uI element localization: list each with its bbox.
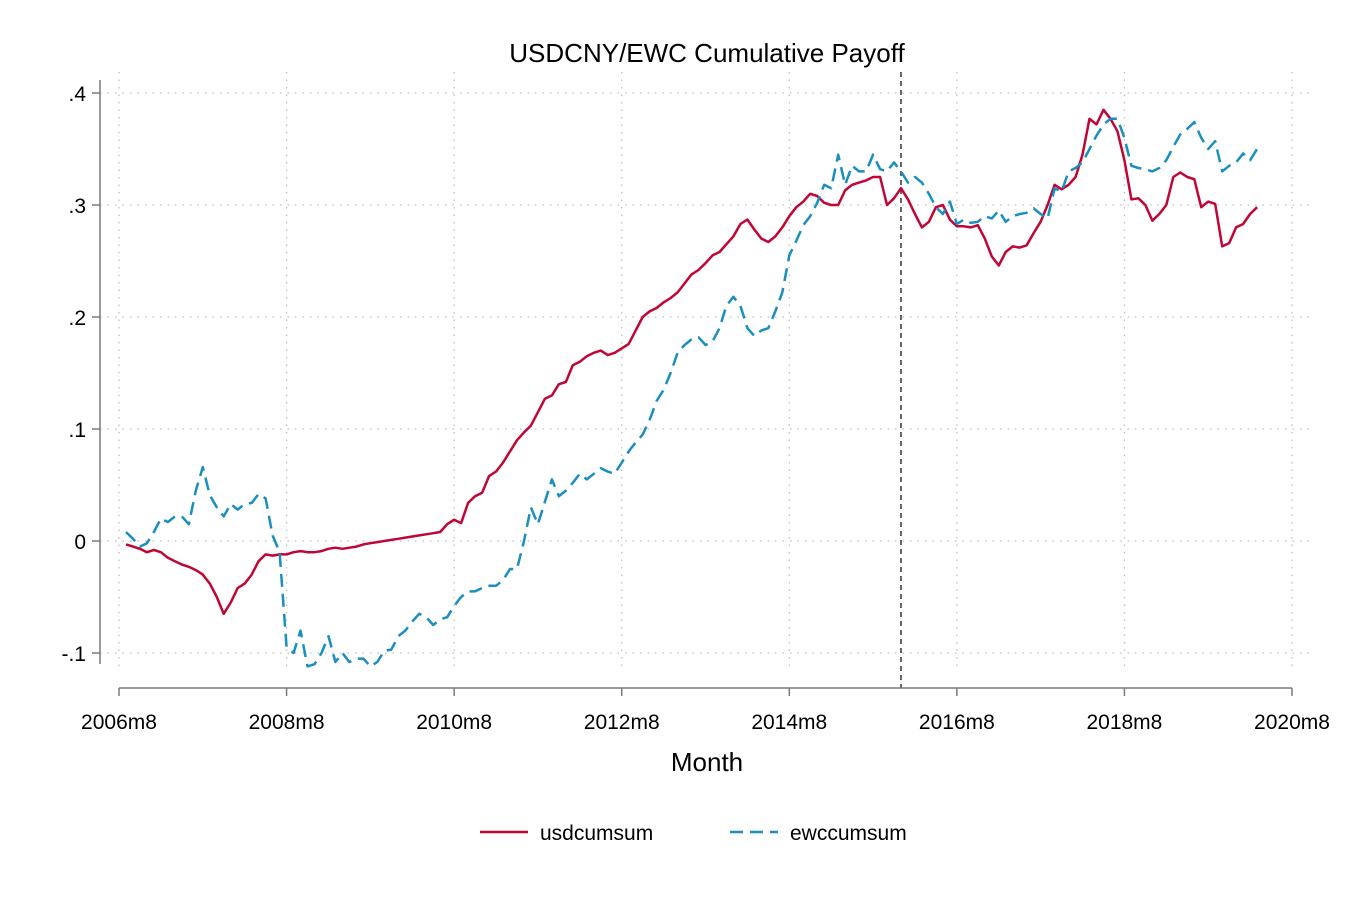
- axes: .4 .3 .2 .1 0 -.1 2006m8 2008m8 2010m8 2012m8 2014…: [61, 80, 1330, 734]
- y-tick-label: 0: [74, 531, 86, 554]
- x-tick-label: 2008m8: [249, 711, 325, 734]
- legend-label-ewccumsum: ewccumsum: [790, 822, 907, 845]
- x-axis-label: Month: [671, 747, 743, 777]
- y-tick-label: .2: [68, 307, 86, 330]
- y-tick-label: .4: [68, 83, 86, 106]
- x-tick-label: 2012m8: [584, 711, 660, 734]
- x-tick-label: 2010m8: [416, 711, 492, 734]
- y-tick-label: .3: [68, 195, 86, 218]
- series-line-usdcumsum: [125, 108, 1258, 616]
- legend: usdcumsum ewccumsum: [480, 822, 907, 845]
- series-line-ewccumsum: [125, 117, 1259, 668]
- x-tick-label: 2014m8: [751, 711, 827, 734]
- x-tick-label: 2006m8: [81, 711, 157, 734]
- y-tick-label: .1: [68, 419, 86, 442]
- y-tick-label: -.1: [61, 643, 86, 666]
- legend-label-usdcumsum: usdcumsum: [540, 822, 653, 845]
- x-tick-label: 2020m8: [1254, 711, 1330, 734]
- series-lines: [125, 108, 1259, 668]
- chart-title: USDCNY/EWC Cumulative Payoff: [509, 38, 905, 68]
- x-tick-label: 2018m8: [1086, 711, 1162, 734]
- grid-lines: [100, 72, 1315, 672]
- x-tick-label: 2016m8: [919, 711, 995, 734]
